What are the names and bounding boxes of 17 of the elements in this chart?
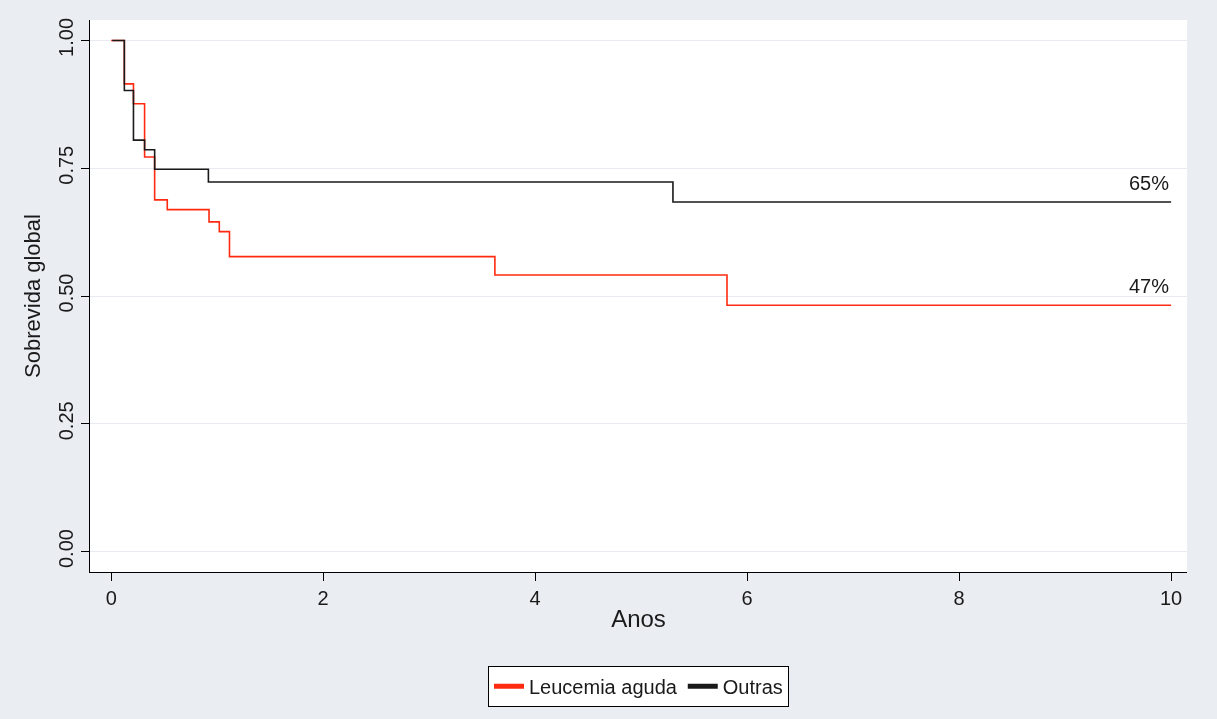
x-tick-label: 6 (741, 587, 753, 609)
y-tick-label: 0.50 (55, 273, 77, 313)
x-tick-label: 8 (953, 587, 965, 609)
legend-label: Outras (722, 676, 783, 699)
x-tick-label: 4 (529, 587, 541, 609)
y-tick-label: 0.75 (55, 145, 77, 185)
annotation: 65% (1129, 172, 1170, 194)
x-tick-label: 2 (317, 587, 329, 609)
x-tick-label: 0 (105, 587, 117, 609)
y-tick-label: 0.25 (55, 401, 77, 441)
y-tick-label: 1.00 (55, 17, 77, 57)
legend-label: Leucemia aguda (529, 676, 678, 699)
x-tick-label: 10 (1159, 587, 1183, 609)
y-axis-title: Sobrevida global (19, 214, 45, 378)
annotation: 47% (1129, 275, 1170, 297)
x-axis-title: Anos (611, 605, 666, 633)
y-tick-label: 0.00 (55, 529, 77, 569)
